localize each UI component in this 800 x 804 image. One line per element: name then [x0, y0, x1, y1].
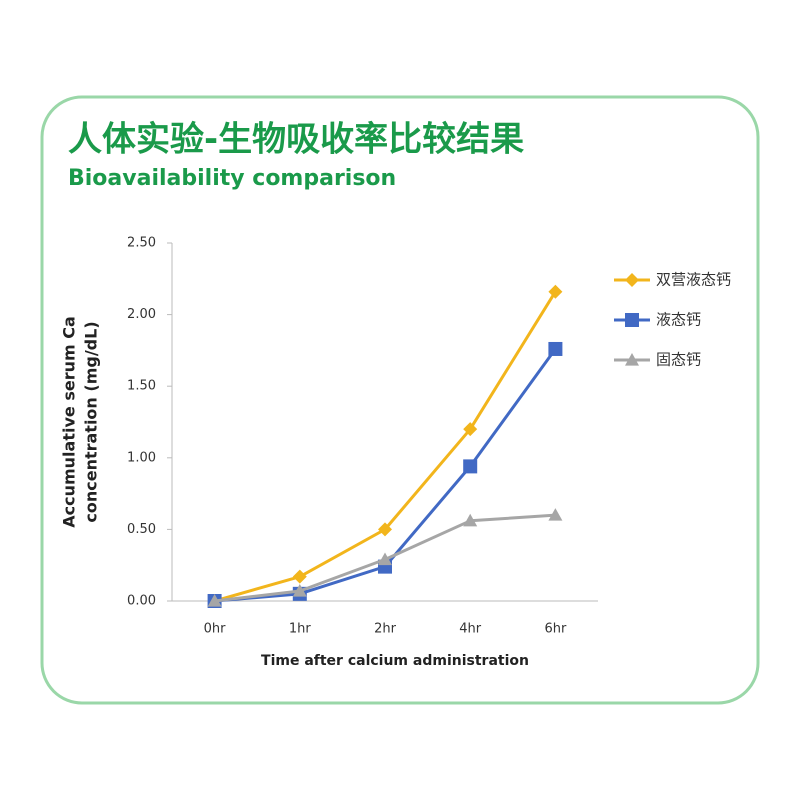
y-tick-label: 2.50: [127, 236, 156, 251]
legend-label: 固态钙: [656, 351, 701, 369]
x-tick-label: 6hr: [544, 622, 567, 637]
data-point: [463, 459, 478, 474]
x-axis-title: Time after calcium administration: [261, 653, 529, 669]
y-tick-label: 0.00: [127, 594, 156, 609]
y-axis-title: concentration (mg/dL): [82, 321, 101, 522]
y-tick-label: 0.50: [127, 522, 156, 537]
data-point: [378, 522, 392, 537]
legend-label: 双营液态钙: [656, 271, 731, 289]
x-tick-label: 1hr: [289, 622, 312, 637]
card: [40, 95, 760, 705]
y-axis-title: Accumulative serum Ca: [60, 316, 79, 528]
chart-title: 人体实验-生物吸收率比较结果: [68, 120, 524, 160]
legend-marker: [625, 273, 639, 287]
data-point: [207, 594, 222, 607]
data-point: [548, 284, 563, 299]
data-point: [292, 569, 307, 584]
legend-marker: [625, 353, 639, 366]
x-tick-label: 0hr: [204, 622, 227, 637]
y-tick-label: 1.00: [127, 450, 156, 465]
data-point: [292, 583, 307, 597]
data-point: [378, 552, 392, 566]
data-point: [548, 508, 563, 521]
chart-subtitle: Bioavailability comparison: [68, 166, 396, 191]
legend-label: 液态钙: [656, 311, 701, 329]
y-tick-label: 2.00: [127, 307, 156, 322]
data-point: [463, 513, 478, 527]
x-tick-label: 4hr: [459, 622, 482, 637]
y-tick-label: 1.50: [127, 379, 156, 394]
x-tick-label: 2hr: [374, 622, 397, 637]
legend-marker: [625, 313, 639, 327]
data-point: [548, 341, 563, 356]
data-point: [463, 422, 478, 437]
